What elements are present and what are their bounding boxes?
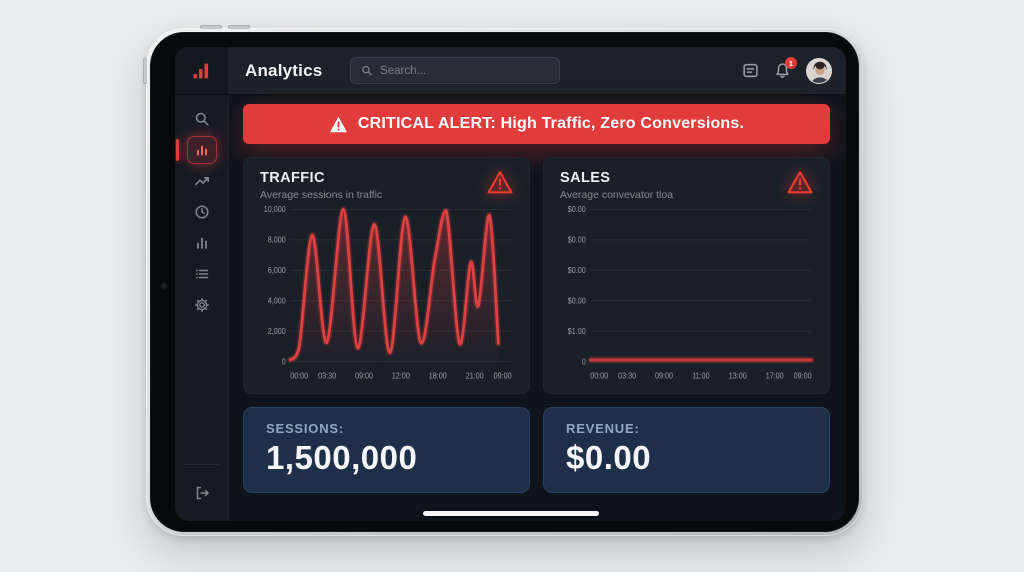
warning-triangle-icon <box>787 171 813 194</box>
alert-text: CRITICAL ALERT: High Traffic, Zero Conve… <box>357 115 745 132</box>
svg-text:4,000: 4,000 <box>268 296 287 306</box>
power-button <box>143 58 147 84</box>
sidebar-item-search[interactable] <box>187 105 217 133</box>
traffic-card-subtitle: Average sessions in traffic <box>260 189 383 201</box>
notifications-button[interactable]: 1 <box>774 57 797 79</box>
sales-card: SALES Average convevator tloa <box>543 157 830 394</box>
svg-text:00:00: 00:00 <box>290 371 309 381</box>
svg-text:03:30: 03:30 <box>318 371 337 381</box>
search-input[interactable] <box>350 57 561 84</box>
main-content: CRITICAL ALERT: High Traffic, Zero Conve… <box>229 95 846 521</box>
notification-badge: 1 <box>785 57 797 69</box>
bar-chart-logo-icon <box>193 63 208 78</box>
front-camera <box>161 283 167 289</box>
dashboard-screen: Analytics <box>175 47 846 521</box>
bar-chart-icon <box>196 145 207 156</box>
svg-text:$0.00: $0.00 <box>568 235 587 245</box>
revenue-value: $0.00 <box>566 439 652 476</box>
svg-text:03:30: 03:30 <box>618 371 637 381</box>
svg-text:09:00: 09:00 <box>655 371 674 381</box>
sidebar <box>175 95 229 521</box>
svg-text:09:00: 09:00 <box>794 371 813 381</box>
traffic-card-header: TRAFFIC Average sessions in traffic <box>256 170 517 201</box>
warning-triangle-icon <box>329 116 347 132</box>
clock-icon <box>194 205 209 219</box>
search-icon <box>195 112 209 126</box>
svg-text:00:00: 00:00 <box>590 371 609 381</box>
traffic-card: TRAFFIC Average sessions in traffic <box>243 157 530 394</box>
sales-card-subtitle: Average convevator tloa <box>560 189 674 201</box>
svg-text:$0.00: $0.00 <box>568 265 587 275</box>
revenue-label: REVENUE: <box>566 421 640 436</box>
user-avatar[interactable] <box>806 57 832 84</box>
sessions-stat-card: SESSIONS: 1,500,000 <box>243 407 530 493</box>
sidebar-item-analytics-active[interactable] <box>175 136 217 164</box>
message-square-icon <box>743 63 758 78</box>
tablet-device: Analytics <box>143 25 863 536</box>
sidebar-item-history[interactable] <box>187 198 217 226</box>
svg-text:$1.00: $1.00 <box>568 326 587 336</box>
sales-card-title: SALES <box>560 170 611 186</box>
tablet-bezel: Analytics <box>150 32 859 532</box>
volume-up-button <box>200 25 222 29</box>
svg-text:13:00: 13:00 <box>729 371 748 381</box>
list-icon <box>195 269 208 279</box>
svg-text:8,000: 8,000 <box>268 235 287 245</box>
logout-icon <box>196 486 209 500</box>
svg-text:09:00: 09:00 <box>355 371 374 381</box>
svg-text:18:00: 18:00 <box>429 371 448 381</box>
page-title: Analytics <box>245 60 323 80</box>
sales-line-chart: $0.00 $0.00 $0.00 $0.00 $1.00 000:00 03:30 09:0… <box>568 205 815 381</box>
sidebar-divider <box>184 464 219 465</box>
svg-text:6,000: 6,000 <box>268 265 287 275</box>
svg-text:21:00: 21:00 <box>466 371 485 381</box>
svg-text:12:00: 12:00 <box>392 371 411 381</box>
charts-row: TRAFFIC Average sessions in traffic <box>243 157 830 394</box>
svg-text:11:00: 11:00 <box>692 371 710 381</box>
svg-text:09:00: 09:00 <box>494 371 513 381</box>
warning-triangle-icon <box>487 171 513 194</box>
sessions-label: SESSIONS: <box>266 421 344 436</box>
traffic-line-chart: 10,000 8,000 6,000 4,000 2,000 000:00 03:30 09:… <box>264 205 513 381</box>
svg-text:$0.00: $0.00 <box>568 296 587 306</box>
messages-button[interactable] <box>742 62 759 79</box>
bar-chart-vertical-icon <box>196 237 207 249</box>
svg-text:10,000: 10,000 <box>264 205 287 215</box>
topbar-actions: 1 <box>742 57 832 84</box>
stats-row: SESSIONS: 1,500,000 REVENUE: $0.00 <box>243 407 830 493</box>
svg-text:17:00: 17:00 <box>766 371 785 381</box>
svg-text:2,000: 2,000 <box>268 326 287 336</box>
gear-icon <box>194 297 209 313</box>
svg-text:0: 0 <box>282 357 287 367</box>
svg-text:0: 0 <box>582 357 587 367</box>
traffic-card-title: TRAFFIC <box>260 170 325 186</box>
sidebar-item-reports[interactable] <box>187 229 217 257</box>
search-field[interactable] <box>380 64 550 77</box>
sidebar-item-trends[interactable] <box>187 167 217 195</box>
app-logo <box>175 47 229 94</box>
sidebar-bottom <box>175 464 228 521</box>
home-indicator[interactable] <box>422 511 599 516</box>
sales-card-header: SALES Average convevator tloa <box>556 170 817 201</box>
bell-icon <box>776 63 789 78</box>
critical-alert-banner[interactable]: CRITICAL ALERT: High Traffic, Zero Conve… <box>243 104 830 144</box>
sidebar-item-logout[interactable] <box>187 479 217 507</box>
topbar: Analytics <box>175 47 846 95</box>
sidebar-item-settings[interactable] <box>187 291 217 319</box>
trending-up-icon <box>194 177 209 186</box>
avatar-photo <box>807 58 831 83</box>
search-icon <box>362 65 373 76</box>
sidebar-item-lists[interactable] <box>187 260 217 288</box>
volume-down-button <box>228 25 250 29</box>
sessions-value: 1,500,000 <box>266 439 418 476</box>
revenue-stat-card: REVENUE: $0.00 <box>543 407 830 493</box>
content-row: CRITICAL ALERT: High Traffic, Zero Conve… <box>175 95 846 521</box>
svg-text:$0.00: $0.00 <box>568 205 587 215</box>
